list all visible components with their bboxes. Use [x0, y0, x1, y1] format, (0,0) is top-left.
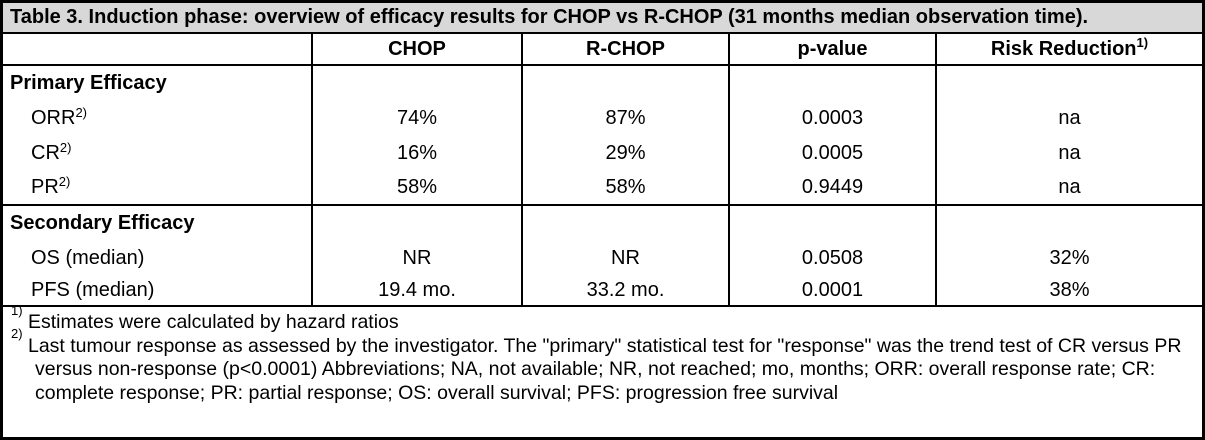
cell-pvalue: 0.0508: [730, 241, 937, 275]
table-row-orr: ORR 2) 74% 87% 0.0003 na: [3, 101, 1202, 136]
cell-risk-reduction: na: [1058, 107, 1081, 129]
table-title: Table 3. Induction phase: overview of ef…: [3, 3, 1202, 34]
cell-rchop: 58%: [523, 171, 730, 204]
cell-pvalue: 0.0001: [730, 275, 937, 305]
column-header-pvalue: p-value: [730, 34, 937, 64]
cell-rchop: 87%: [523, 101, 730, 136]
column-header-rchop: R-CHOP: [523, 34, 730, 64]
cell-rchop: NR: [523, 241, 730, 275]
column-header-empty: [3, 34, 313, 64]
column-header-risk-reduction: Risk Reduction 1): [990, 35, 1149, 60]
empty-cell: [937, 206, 1202, 241]
cell-chop: 58%: [313, 171, 523, 204]
empty-cell: [730, 206, 937, 241]
cell-pvalue: 0.0003: [730, 101, 937, 136]
row-label: CR 2): [3, 136, 313, 171]
table-header-row: CHOP R-CHOP p-value Risk Reduction 1): [3, 34, 1202, 66]
section-row-primary-efficacy: Primary Efficacy: [3, 66, 1202, 101]
column-header-chop: CHOP: [313, 34, 523, 64]
row-label-text: CR: [31, 142, 60, 164]
table-row-pr: PR 2) 58% 58% 0.9449 na: [3, 171, 1202, 206]
empty-cell: [523, 206, 730, 241]
row-label: ORR 2): [3, 101, 313, 136]
empty-cell: [730, 66, 937, 101]
cell-rchop: 33.2 mo.: [523, 275, 730, 305]
cell-chop: 16%: [313, 136, 523, 171]
column-header-risk-reduction-label: Risk Reduction: [990, 37, 1137, 60]
footnotes-block: 1) Estimates were calculated by hazard r…: [3, 304, 1202, 406]
cell-chop: 74%: [313, 101, 523, 136]
cell-pvalue: 0.9449: [730, 171, 937, 204]
row-label: PFS (median): [3, 275, 313, 305]
table-row-cr: CR 2) 16% 29% 0.0005 na: [3, 136, 1202, 171]
row-label: PR 2): [3, 171, 313, 204]
cell-chop: NR: [313, 241, 523, 275]
footnote-2-text: Last tumour response as assessed by the …: [27, 334, 1182, 404]
empty-cell: [523, 66, 730, 101]
footnote-2: 2) Last tumour response as assessed by t…: [11, 327, 1192, 406]
section-row-secondary-efficacy: Secondary Efficacy: [3, 206, 1202, 241]
empty-cell: [313, 206, 523, 241]
cell-risk-reduction: 38%: [1049, 278, 1090, 301]
table-row-pfs-median: PFS (median) 19.4 mo. 33.2 mo. 0.0001 38…: [3, 275, 1202, 307]
cell-pvalue: 0.0005: [730, 136, 937, 171]
cell-risk-reduction: na: [1058, 142, 1081, 164]
empty-cell: [937, 66, 1202, 101]
row-label-text: OS (median): [31, 246, 145, 269]
footnote-1-marker: 1): [11, 302, 23, 318]
section-label: Secondary Efficacy: [3, 206, 313, 241]
cell-chop: 19.4 mo.: [313, 275, 523, 305]
row-label-text: ORR: [31, 107, 76, 129]
table-row-os-median: OS (median) NR NR 0.0508 32%: [3, 241, 1202, 275]
row-label-text: PR: [31, 176, 59, 198]
row-label-text: PFS (median): [31, 278, 155, 301]
empty-cell: [313, 66, 523, 101]
cell-risk-reduction: 32%: [1049, 246, 1090, 269]
footnote-1-text: Estimates were calculated by hazard rati…: [27, 311, 399, 333]
cell-rchop: 29%: [523, 136, 730, 171]
row-label: OS (median): [3, 241, 313, 275]
cell-risk-reduction: na: [1058, 176, 1081, 198]
footnote-1: 1) Estimates were calculated by hazard r…: [11, 304, 1192, 335]
section-label: Primary Efficacy: [3, 66, 313, 101]
footnote-2-marker: 2): [11, 326, 23, 341]
